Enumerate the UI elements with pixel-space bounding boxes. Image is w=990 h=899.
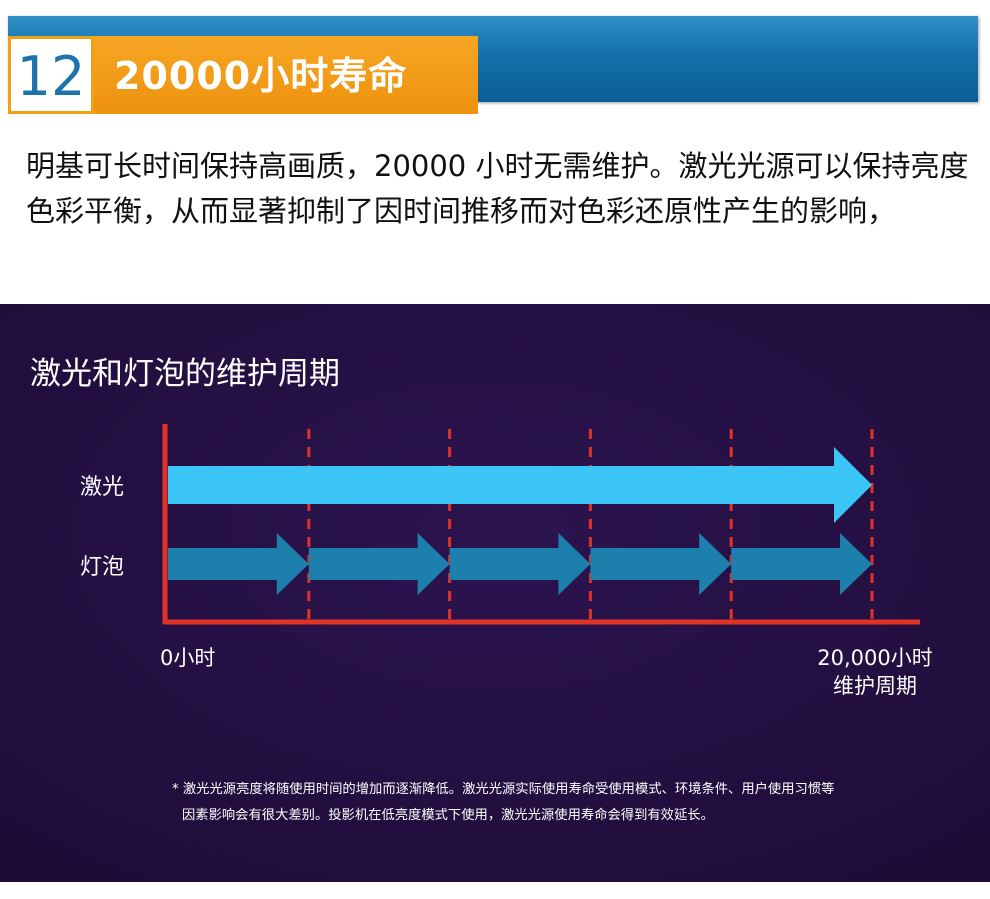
bulb-arrow <box>168 533 309 595</box>
series-label-bulb: 灯泡 <box>80 555 124 580</box>
section-number-badge: 12 <box>8 36 94 114</box>
x-end-label: 20,000小时 <box>817 646 932 670</box>
section-title-box: 20000小时寿命 <box>94 36 478 114</box>
bulb-arrow <box>731 533 872 595</box>
x-end-sublabel: 维护周期 <box>833 674 917 698</box>
bulb-arrow <box>449 533 591 595</box>
footnote-line-2: 因素影响会有很大差别。投影机在低亮度模式下使用，激光光源使用寿命会得到有效延长。 <box>182 806 714 823</box>
x-start-label: 0小时 <box>160 646 215 670</box>
bulb-arrow <box>590 533 732 595</box>
footnote-line-1: * 激光光源亮度将随使用时间的增加而逐渐降低。激光光源实际使用寿命受使用模式、环… <box>172 780 834 797</box>
series-label-laser: 激光 <box>80 475 124 500</box>
bulb-arrow <box>308 533 450 595</box>
laser-arrow <box>168 447 872 523</box>
chart-panel: 激光和灯泡的维护周期 激光 灯泡 0小时 20,000小时 维护周期 * 激光光… <box>0 304 990 882</box>
section-title: 20000小时寿命 <box>114 54 408 98</box>
maintenance-cycle-chart: 激光和灯泡的维护周期 激光 灯泡 0小时 20,000小时 维护周期 * 激光光… <box>0 304 990 882</box>
intro-paragraph: 明基可长时间保持高画质，20000 小时无需维护。激光光源可以保持亮度色彩平衡，… <box>26 149 969 228</box>
section-number: 12 <box>16 45 86 108</box>
chart-title: 激光和灯泡的维护周期 <box>30 356 340 392</box>
